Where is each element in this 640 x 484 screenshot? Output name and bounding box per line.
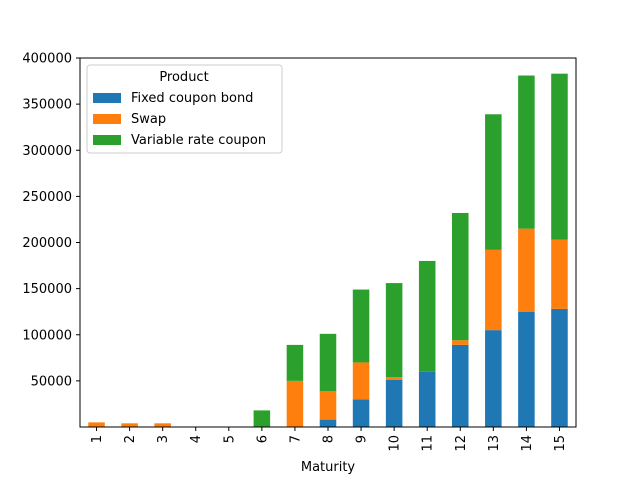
x-axis-title: Maturity — [301, 460, 356, 475]
legend-swatch-2 — [93, 114, 121, 124]
x-tick-label: 3 — [156, 435, 171, 443]
bar-1-15 — [551, 308, 568, 427]
x-tick-label: 1 — [90, 435, 105, 443]
bar-1-13 — [485, 330, 502, 427]
bar-2-10 — [385, 377, 403, 380]
bar-3-9 — [352, 289, 370, 363]
bar-1-14 — [518, 311, 535, 427]
y-tick-label: 250000 — [22, 190, 72, 205]
y-tick-label: 400000 — [22, 52, 72, 67]
bar-1-12 — [452, 344, 469, 427]
x-tick-label: 6 — [255, 435, 270, 443]
bar-1-11 — [418, 371, 436, 427]
bar-2-14 — [518, 228, 535, 312]
bar-3-13 — [485, 114, 502, 250]
bar-1-8 — [319, 419, 337, 427]
bar-2-15 — [551, 239, 568, 309]
legend: Product Fixed coupon bond Swap Variable ra… — [86, 64, 283, 154]
bar-2-1 — [88, 422, 105, 427]
bar-2-9 — [352, 362, 370, 400]
x-tick-label: 14 — [520, 435, 535, 452]
x-tick-label: 11 — [421, 435, 436, 452]
bar-3-7 — [286, 344, 304, 381]
y-tick-label: 50000 — [31, 374, 72, 389]
bar-3-8 — [319, 333, 337, 392]
x-tick-label: 10 — [388, 435, 403, 452]
legend-swatch-1 — [93, 93, 121, 103]
bar-3-6 — [253, 410, 271, 427]
bar-3-10 — [385, 283, 403, 378]
bar-2-2 — [121, 423, 138, 427]
x-tick-label: 5 — [222, 435, 237, 443]
bar-3-14 — [518, 75, 535, 229]
bar-2-12 — [452, 340, 469, 345]
legend-label-1: Fixed coupon bond — [131, 91, 253, 106]
plot-frame — [79, 57, 577, 428]
y-tick-label: 300000 — [22, 144, 72, 159]
legend-label-2: Swap — [131, 112, 166, 127]
bar-2-13 — [485, 249, 502, 331]
x-tick-label: 7 — [288, 435, 303, 443]
y-tick-label: 100000 — [22, 328, 72, 343]
x-tick-label: 12 — [454, 435, 469, 452]
x-axis: 1 2 3 4 5 6 7 8 9 10 11 12 13 14 15 — [90, 427, 568, 452]
legend-swatch-3 — [93, 135, 121, 145]
x-tick-label: 13 — [487, 435, 502, 452]
y-axis: 50000 100000 150000 200000 250000 300000 35000… — [22, 52, 80, 389]
bar-3-12 — [452, 212, 469, 341]
bar-3-11 — [418, 260, 436, 372]
bar-2-3 — [154, 423, 171, 427]
x-tick-label: 8 — [322, 435, 337, 443]
x-tick-label: 15 — [553, 435, 568, 452]
bar-2-8 — [319, 391, 337, 420]
legend-box — [86, 64, 283, 154]
bar-2-7 — [286, 380, 304, 427]
legend-label-3: Variable rate coupon — [131, 133, 266, 148]
x-tick-label: 2 — [123, 435, 138, 443]
y-tick-label: 150000 — [22, 282, 72, 297]
y-tick-label: 350000 — [22, 98, 72, 113]
bar-3-15 — [551, 73, 568, 240]
bars-group — [88, 73, 568, 427]
y-tick-label: 200000 — [22, 236, 72, 251]
bar-1-10 — [385, 379, 403, 427]
x-tick-label: 9 — [355, 435, 370, 443]
bar-1-9 — [352, 399, 370, 427]
x-tick-label: 4 — [189, 435, 204, 443]
legend-title: Product — [159, 70, 208, 85]
